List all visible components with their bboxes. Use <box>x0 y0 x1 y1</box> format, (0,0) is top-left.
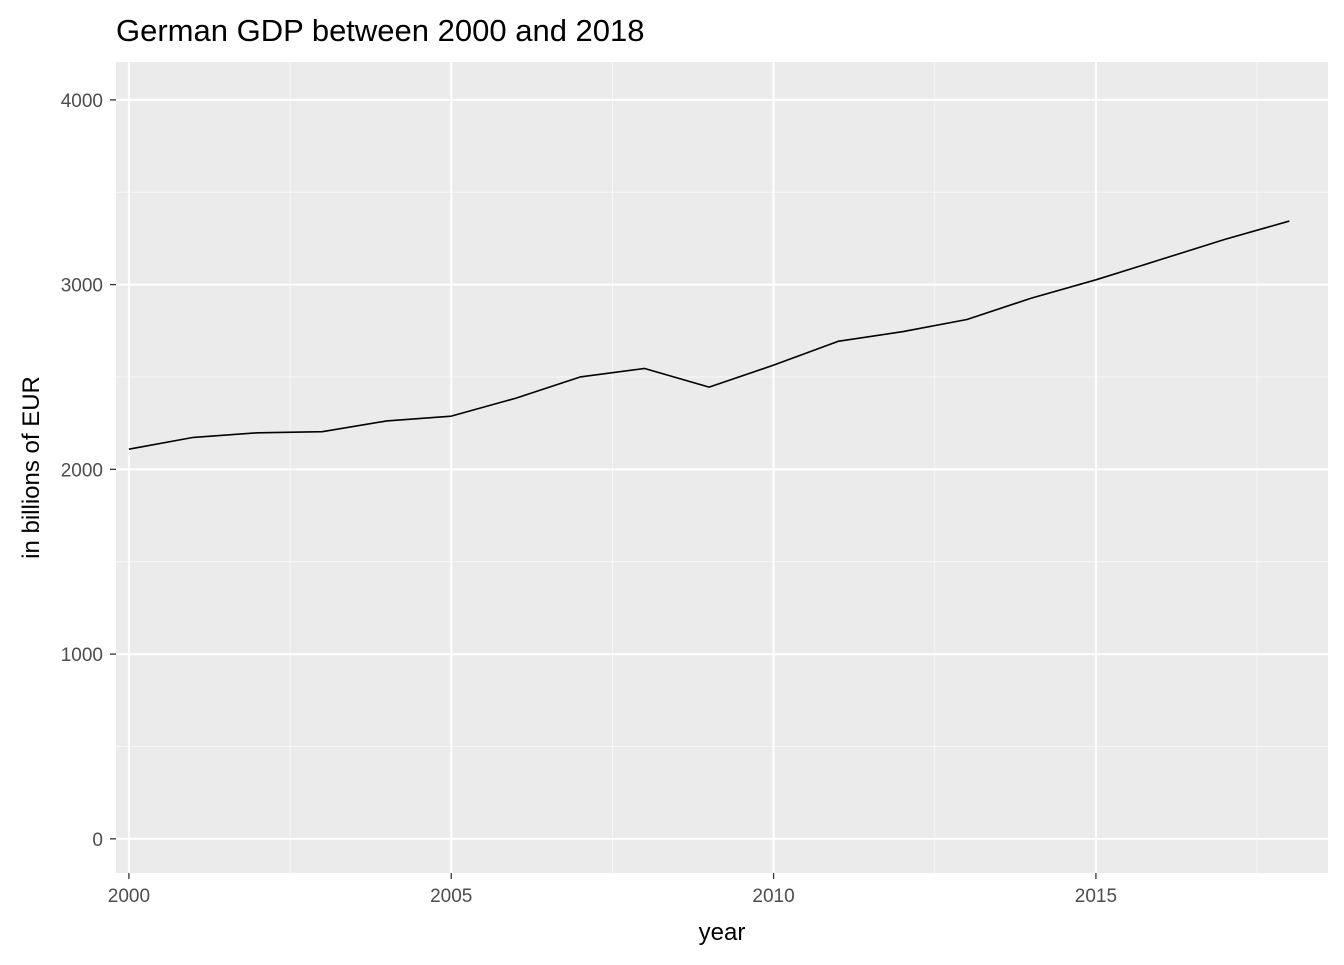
y-tick-label: 3000 <box>61 276 103 297</box>
x-axis-title: year <box>699 919 746 946</box>
x-tick-label: 2000 <box>108 886 150 907</box>
y-tick-label: 1000 <box>61 645 103 666</box>
x-tick-label: 2005 <box>430 886 472 907</box>
minor-gridlines <box>116 62 1328 873</box>
major-gridlines <box>116 62 1328 873</box>
y-axis-ticks: 0 1000 2000 3000 4000 <box>61 91 116 851</box>
y-tick-label: 4000 <box>61 91 103 112</box>
x-tick-label: 2010 <box>752 886 794 907</box>
plot-panel <box>116 62 1328 873</box>
chart-title: German GDP between 2000 and 2018 <box>116 13 645 48</box>
x-tick-label: 2015 <box>1075 886 1117 907</box>
y-axis-title: in billions of EUR <box>18 376 45 559</box>
y-tick-label: 2000 <box>61 460 103 481</box>
gdp-series-line <box>128 220 1290 450</box>
x-axis-ticks: 2000 2005 2010 2015 <box>108 873 1117 907</box>
y-tick-label: 0 <box>92 830 103 851</box>
